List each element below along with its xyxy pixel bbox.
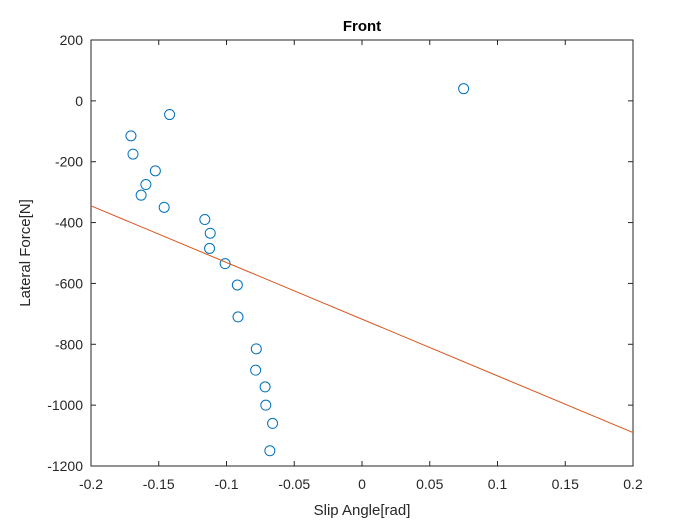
data-point — [204, 227, 216, 239]
x-tick-label: 0.1 — [488, 476, 508, 492]
data-point — [259, 381, 271, 393]
x-tick-label: 0.05 — [416, 476, 443, 492]
x-tick-label: -0.1 — [214, 476, 238, 492]
chart-title: Front — [343, 18, 381, 35]
y-axis: 200 0 -200 -400 -600 -800 -1000 -1200 — [47, 32, 633, 474]
x-tick-label: 0.15 — [552, 476, 579, 492]
data-point — [458, 83, 470, 95]
fit-line — [90, 205, 634, 433]
data-point — [199, 214, 211, 226]
y-tick-label: 200 — [60, 32, 84, 48]
y-tick-label: 0 — [75, 93, 83, 109]
data-point — [125, 130, 137, 142]
series-layer — [90, 83, 634, 457]
x-axis-label: Slip Angle[rad] — [314, 502, 411, 519]
plot-area — [90, 39, 634, 467]
x-tick-label: -0.15 — [143, 476, 175, 492]
y-tick-label: -1000 — [47, 397, 83, 413]
data-point — [158, 201, 170, 213]
data-point — [140, 179, 152, 191]
x-tick-label: 0 — [358, 476, 366, 492]
y-tick-label: -1200 — [47, 458, 83, 474]
data-point — [267, 417, 279, 429]
data-point — [164, 109, 176, 121]
y-tick-label: -200 — [55, 154, 83, 170]
x-tick-label: -0.05 — [278, 476, 310, 492]
data-point — [149, 165, 161, 177]
data-point — [260, 399, 272, 411]
data-point — [250, 364, 262, 376]
y-tick-label: -800 — [55, 336, 83, 352]
data-point — [250, 343, 262, 355]
data-point — [264, 445, 276, 457]
x-tick-label: -0.2 — [79, 476, 103, 492]
y-axis-label: Lateral Force[N] — [17, 199, 34, 307]
data-point — [135, 189, 147, 201]
data-point — [231, 279, 243, 291]
data-point — [232, 311, 244, 323]
x-axis: -0.2 -0.15 -0.1 -0.05 0 0.05 0.1 0.15 0.2 — [79, 40, 643, 492]
data-point — [127, 148, 139, 160]
data-point — [204, 242, 216, 254]
x-tick-label: 0.2 — [623, 476, 643, 492]
y-tick-label: -400 — [55, 215, 83, 231]
y-tick-label: -600 — [55, 275, 83, 291]
